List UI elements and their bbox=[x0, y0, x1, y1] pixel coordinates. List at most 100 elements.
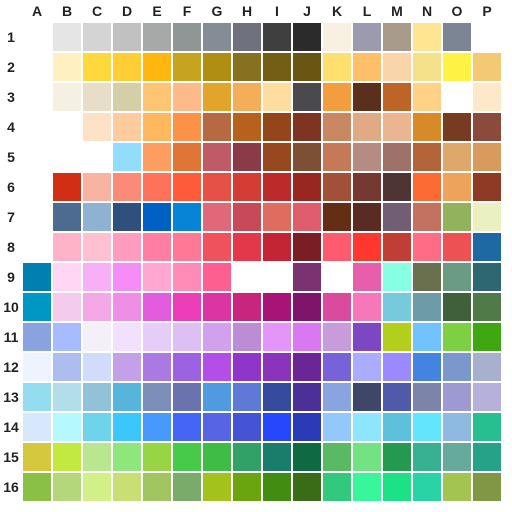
color-swatch-b16[interactable] bbox=[52, 472, 82, 502]
color-swatch-b7[interactable] bbox=[52, 202, 82, 232]
color-swatch-o6[interactable] bbox=[442, 172, 472, 202]
color-swatch-m12[interactable] bbox=[382, 352, 412, 382]
color-swatch-c16[interactable] bbox=[82, 472, 112, 502]
color-swatch-p14[interactable] bbox=[472, 412, 502, 442]
color-swatch-k3[interactable] bbox=[322, 82, 352, 112]
color-swatch-j1[interactable] bbox=[292, 22, 322, 52]
color-swatch-l6[interactable] bbox=[352, 172, 382, 202]
color-swatch-k13[interactable] bbox=[322, 382, 352, 412]
color-swatch-l5[interactable] bbox=[352, 142, 382, 172]
color-swatch-f14[interactable] bbox=[172, 412, 202, 442]
color-swatch-m7[interactable] bbox=[382, 202, 412, 232]
color-swatch-k7[interactable] bbox=[322, 202, 352, 232]
color-swatch-o3[interactable] bbox=[442, 82, 472, 112]
color-swatch-k5[interactable] bbox=[322, 142, 352, 172]
color-swatch-f7[interactable] bbox=[172, 202, 202, 232]
color-swatch-m11[interactable] bbox=[382, 322, 412, 352]
color-swatch-p8[interactable] bbox=[472, 232, 502, 262]
color-swatch-j10[interactable] bbox=[292, 292, 322, 322]
color-swatch-i2[interactable] bbox=[262, 52, 292, 82]
color-swatch-f12[interactable] bbox=[172, 352, 202, 382]
color-swatch-p1[interactable] bbox=[472, 22, 502, 52]
color-swatch-e2[interactable] bbox=[142, 52, 172, 82]
color-swatch-k12[interactable] bbox=[322, 352, 352, 382]
color-swatch-o1[interactable] bbox=[442, 22, 472, 52]
color-swatch-b15[interactable] bbox=[52, 442, 82, 472]
color-swatch-a12[interactable] bbox=[22, 352, 52, 382]
color-swatch-h5[interactable] bbox=[232, 142, 262, 172]
color-swatch-j15[interactable] bbox=[292, 442, 322, 472]
color-swatch-p11[interactable] bbox=[472, 322, 502, 352]
color-swatch-n4[interactable] bbox=[412, 112, 442, 142]
color-swatch-a14[interactable] bbox=[22, 412, 52, 442]
color-swatch-l12[interactable] bbox=[352, 352, 382, 382]
color-swatch-o7[interactable] bbox=[442, 202, 472, 232]
color-swatch-i8[interactable] bbox=[262, 232, 292, 262]
color-swatch-i6[interactable] bbox=[262, 172, 292, 202]
color-swatch-o12[interactable] bbox=[442, 352, 472, 382]
color-swatch-g12[interactable] bbox=[202, 352, 232, 382]
color-swatch-d8[interactable] bbox=[112, 232, 142, 262]
color-swatch-p9[interactable] bbox=[472, 262, 502, 292]
color-swatch-b12[interactable] bbox=[52, 352, 82, 382]
color-swatch-l8[interactable] bbox=[352, 232, 382, 262]
color-swatch-h14[interactable] bbox=[232, 412, 262, 442]
color-swatch-j13[interactable] bbox=[292, 382, 322, 412]
color-swatch-b9[interactable] bbox=[52, 262, 82, 292]
color-swatch-k11[interactable] bbox=[322, 322, 352, 352]
color-swatch-d15[interactable] bbox=[112, 442, 142, 472]
color-swatch-l11[interactable] bbox=[352, 322, 382, 352]
color-swatch-b11[interactable] bbox=[52, 322, 82, 352]
color-swatch-n10[interactable] bbox=[412, 292, 442, 322]
color-swatch-h12[interactable] bbox=[232, 352, 262, 382]
color-swatch-n8[interactable] bbox=[412, 232, 442, 262]
color-swatch-h16[interactable] bbox=[232, 472, 262, 502]
color-swatch-j11[interactable] bbox=[292, 322, 322, 352]
color-swatch-j6[interactable] bbox=[292, 172, 322, 202]
color-swatch-l9[interactable] bbox=[352, 262, 382, 292]
color-swatch-m1[interactable] bbox=[382, 22, 412, 52]
color-swatch-p2[interactable] bbox=[472, 52, 502, 82]
color-swatch-l2[interactable] bbox=[352, 52, 382, 82]
color-swatch-g9[interactable] bbox=[202, 262, 232, 292]
color-swatch-d1[interactable] bbox=[112, 22, 142, 52]
color-swatch-c2[interactable] bbox=[82, 52, 112, 82]
color-swatch-g15[interactable] bbox=[202, 442, 232, 472]
color-swatch-m4[interactable] bbox=[382, 112, 412, 142]
color-swatch-d9[interactable] bbox=[112, 262, 142, 292]
color-swatch-n1[interactable] bbox=[412, 22, 442, 52]
color-swatch-l7[interactable] bbox=[352, 202, 382, 232]
color-swatch-a2[interactable] bbox=[22, 52, 52, 82]
color-swatch-i9[interactable] bbox=[262, 262, 292, 292]
color-swatch-f4[interactable] bbox=[172, 112, 202, 142]
color-swatch-k16[interactable] bbox=[322, 472, 352, 502]
color-swatch-p5[interactable] bbox=[472, 142, 502, 172]
color-swatch-e10[interactable] bbox=[142, 292, 172, 322]
color-swatch-k1[interactable] bbox=[322, 22, 352, 52]
color-swatch-a16[interactable] bbox=[22, 472, 52, 502]
color-swatch-c7[interactable] bbox=[82, 202, 112, 232]
color-swatch-j9[interactable] bbox=[292, 262, 322, 292]
color-swatch-d12[interactable] bbox=[112, 352, 142, 382]
color-swatch-e12[interactable] bbox=[142, 352, 172, 382]
color-swatch-i4[interactable] bbox=[262, 112, 292, 142]
color-swatch-i7[interactable] bbox=[262, 202, 292, 232]
color-swatch-m16[interactable] bbox=[382, 472, 412, 502]
color-swatch-b5[interactable] bbox=[52, 142, 82, 172]
color-swatch-h15[interactable] bbox=[232, 442, 262, 472]
color-swatch-h8[interactable] bbox=[232, 232, 262, 262]
color-swatch-m5[interactable] bbox=[382, 142, 412, 172]
color-swatch-c4[interactable] bbox=[82, 112, 112, 142]
color-swatch-p4[interactable] bbox=[472, 112, 502, 142]
color-swatch-c9[interactable] bbox=[82, 262, 112, 292]
color-swatch-g13[interactable] bbox=[202, 382, 232, 412]
color-swatch-m15[interactable] bbox=[382, 442, 412, 472]
color-swatch-h6[interactable] bbox=[232, 172, 262, 202]
color-swatch-n11[interactable] bbox=[412, 322, 442, 352]
color-swatch-l13[interactable] bbox=[352, 382, 382, 412]
color-swatch-o8[interactable] bbox=[442, 232, 472, 262]
color-swatch-p13[interactable] bbox=[472, 382, 502, 412]
color-swatch-f3[interactable] bbox=[172, 82, 202, 112]
color-swatch-k14[interactable] bbox=[322, 412, 352, 442]
color-swatch-g10[interactable] bbox=[202, 292, 232, 322]
